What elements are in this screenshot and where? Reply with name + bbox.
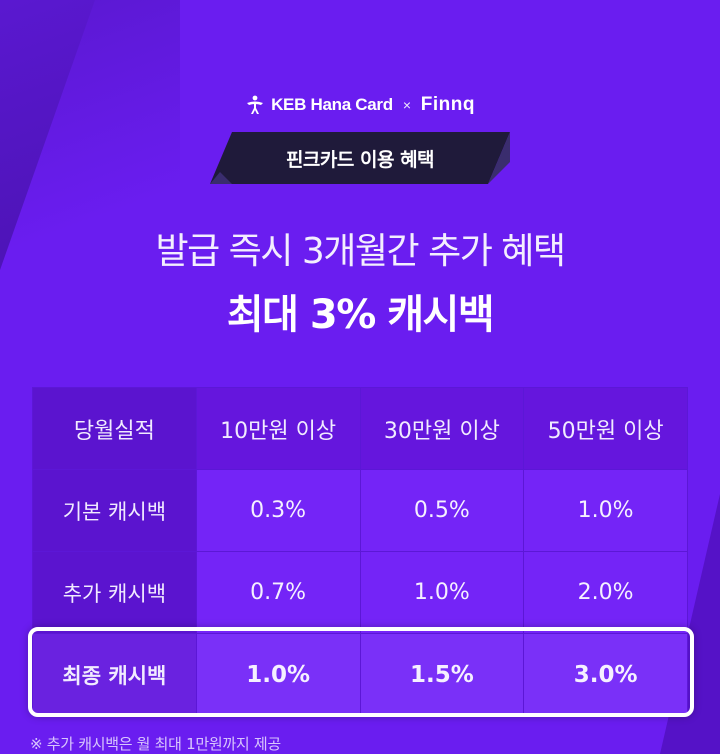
- hana-logo-icon: [247, 95, 264, 114]
- brand-separator: ×: [402, 97, 411, 113]
- ribbon-label: 핀크카드 이용 혜택: [285, 148, 435, 171]
- partner-finnq: Finnq: [420, 94, 475, 115]
- table-cell: 1.0%: [195, 633, 361, 716]
- ribbon-shape: [210, 132, 510, 184]
- cashback-table: 당월실적 10만원 이상 30만원 이상 50만원 이상 기본 캐시백 0.3%…: [32, 387, 688, 716]
- table-cell: 2.0%: [523, 551, 688, 634]
- row-label: 최종 캐시백: [32, 633, 197, 716]
- table-row: 추가 캐시백 0.7% 1.0% 2.0%: [32, 551, 688, 634]
- row-label: 기본 캐시백: [32, 469, 197, 552]
- table-row: 기본 캐시백 0.3% 0.5% 1.0%: [32, 469, 688, 552]
- table-header-row: 당월실적 10만원 이상 30만원 이상 50만원 이상: [32, 387, 688, 470]
- headline-subtitle: 발급 즉시 3개월간 추가 혜택: [155, 231, 567, 272]
- table-cell: 1.0%: [359, 551, 525, 634]
- table-row-final: 최종 캐시백 1.0% 1.5% 3.0%: [32, 633, 688, 716]
- table-cell: 1.0%: [523, 469, 688, 552]
- brand-logo: KEB Hana Card × Finnq: [0, 92, 720, 118]
- table-cell: 0.3%: [195, 469, 361, 552]
- headline-title: 최대 3% 캐시백: [226, 292, 495, 338]
- table-header-cell: 30만원 이상: [359, 387, 525, 470]
- table-header-cell: 당월실적: [32, 387, 197, 470]
- benefit-ribbon: 핀크카드 이용 혜택: [210, 132, 510, 184]
- table-cell: 0.5%: [359, 469, 525, 552]
- row-label: 추가 캐시백: [32, 551, 197, 634]
- partner-hana-card: KEB Hana Card: [271, 95, 393, 114]
- table-cell: 1.5%: [359, 633, 525, 716]
- footnote: ※ 추가 캐시백은 월 최대 1만원까지 제공: [30, 735, 281, 753]
- table-cell: 0.7%: [195, 551, 361, 634]
- background-shade-left: [0, 0, 180, 300]
- table-header-cell: 10만원 이상: [195, 387, 361, 470]
- table-cell: 3.0%: [523, 633, 688, 716]
- table-header-cell: 50만원 이상: [523, 387, 688, 470]
